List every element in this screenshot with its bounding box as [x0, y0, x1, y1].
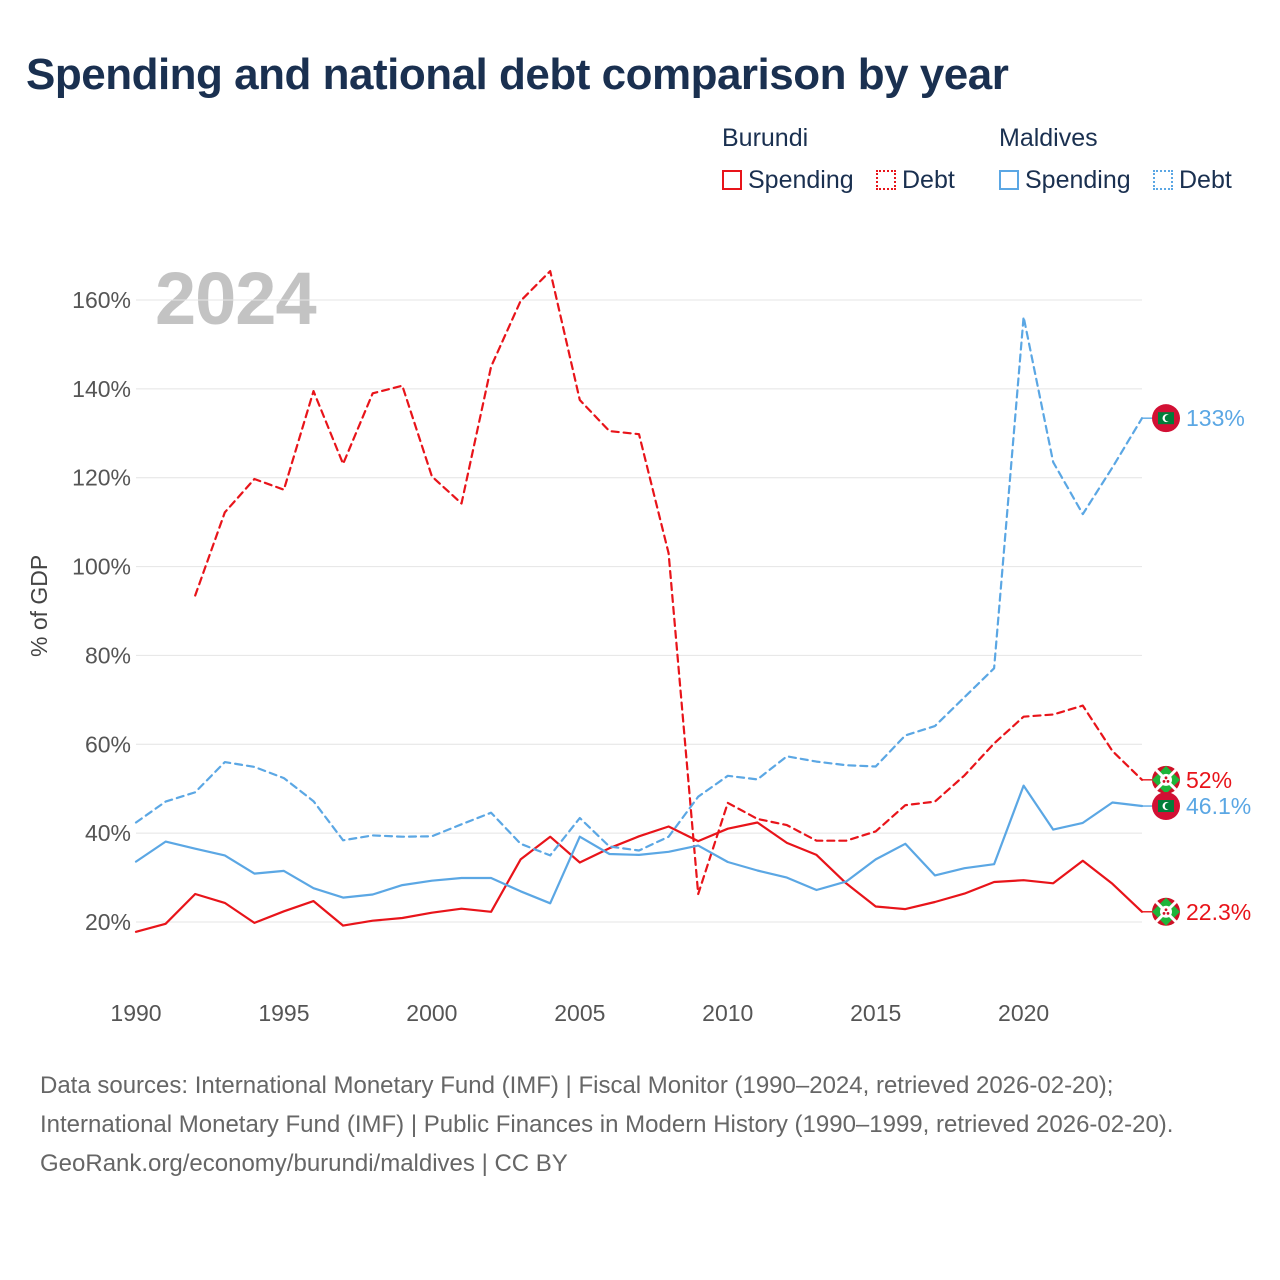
y-tick-label: 100%	[72, 554, 131, 580]
y-tick-label: 60%	[85, 731, 131, 757]
legend-swatch-solid-icon	[999, 170, 1019, 190]
legend-swatch-solid-icon	[722, 170, 742, 190]
burundi-debt-line	[194, 270, 1144, 896]
legend-group-maldives: Maldives	[999, 124, 1098, 152]
x-tick-label: 2015	[850, 1000, 901, 1026]
star-icon	[1162, 911, 1166, 915]
legend-item-burundi-debt[interactable]: Debt	[876, 166, 955, 195]
page-title: Spending and national debt comparison by…	[26, 50, 1009, 99]
grid	[136, 299, 1142, 923]
legend-group-burundi: Burundi	[722, 124, 809, 152]
end-value-label: 22.3%	[1186, 899, 1251, 925]
end-value-label: 52%	[1186, 767, 1232, 793]
burundi-flag-disc	[1160, 905, 1172, 918]
burundi-flag-disc	[1160, 773, 1172, 786]
year-label: 2024	[155, 257, 317, 340]
legend-label: Spending	[748, 166, 854, 194]
y-tick-label: 40%	[85, 820, 131, 846]
y-tick-label: 20%	[85, 909, 131, 935]
x-tick-label: 1990	[110, 1000, 161, 1026]
end-value-label: 133%	[1186, 405, 1245, 431]
maldives-debt-line	[134, 315, 1144, 857]
legend-swatch-dotted-icon	[1153, 170, 1173, 190]
end-value-label: 46.1%	[1186, 793, 1251, 819]
star-icon	[1164, 776, 1168, 780]
legend-swatch-dotted-icon	[876, 170, 896, 190]
credit-link[interactable]: GeoRank.org/economy/burundi/maldives | C…	[40, 1150, 568, 1177]
legend-label: Spending	[1025, 166, 1131, 194]
y-ticks: 20% 40% 60% 80% 100% 120% 140% 160%	[72, 287, 131, 935]
x-tick-label: 2000	[406, 1000, 457, 1026]
star-icon	[1164, 908, 1168, 912]
y-tick-label: 140%	[72, 376, 131, 402]
legend-item-burundi-spending[interactable]: Spending	[722, 166, 854, 195]
end-markers: 22.3% 52%46.1% 133%	[1142, 404, 1251, 926]
y-tick-label: 120%	[72, 465, 131, 491]
crescent-cut	[1164, 802, 1172, 810]
x-ticks: 1990 1995 2000 2005 2010 2015 2020	[110, 1000, 1049, 1026]
maldives-spending-line	[134, 784, 1144, 905]
burundi-spending-line	[134, 821, 1144, 933]
legend-label: Debt	[1179, 166, 1232, 194]
legend-label: Debt	[902, 166, 955, 194]
series-lines	[134, 270, 1144, 933]
footer: Data sources: International Monetary Fun…	[40, 1066, 1240, 1183]
x-tick-label: 2005	[554, 1000, 605, 1026]
x-tick-label: 2010	[702, 1000, 753, 1026]
star-icon	[1166, 911, 1170, 915]
data-sources: Data sources: International Monetary Fun…	[40, 1072, 1174, 1138]
star-icon	[1162, 780, 1166, 783]
y-tick-label: 160%	[72, 287, 131, 313]
crescent-cut	[1164, 414, 1172, 422]
x-tick-label: 2020	[998, 1000, 1049, 1026]
legend-item-maldives-debt[interactable]: Debt	[1153, 166, 1232, 195]
x-tick-label: 1995	[258, 1000, 309, 1026]
y-tick-label: 80%	[85, 642, 131, 668]
legend-item-maldives-spending[interactable]: Spending	[999, 166, 1131, 195]
star-icon	[1166, 780, 1170, 783]
